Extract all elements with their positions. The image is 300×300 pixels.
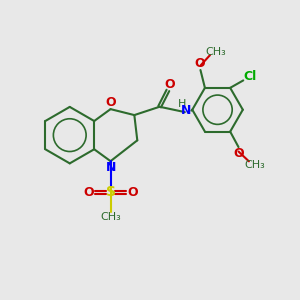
Text: S: S [106,185,116,200]
Text: N: N [181,104,191,117]
Text: O: O [83,186,94,199]
Text: CH₃: CH₃ [100,212,121,222]
Text: O: O [195,57,205,70]
Text: H: H [178,99,186,109]
Text: O: O [164,78,175,91]
Text: N: N [106,161,116,174]
Text: Cl: Cl [244,70,257,83]
Text: O: O [106,96,116,109]
Text: O: O [127,186,138,199]
Text: CH₃: CH₃ [244,160,265,170]
Text: CH₃: CH₃ [206,47,226,57]
Text: O: O [234,147,244,160]
